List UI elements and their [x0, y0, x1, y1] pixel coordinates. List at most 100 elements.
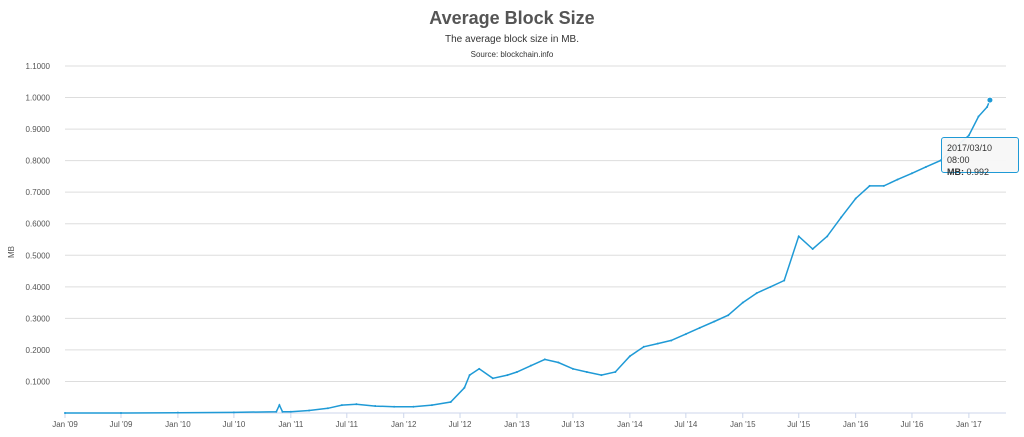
data-point[interactable] [308, 409, 311, 412]
tooltip-series-label: MB [947, 167, 961, 177]
x-tick-label: Jan '09 [52, 420, 78, 429]
data-point[interactable] [64, 412, 66, 414]
data-point[interactable] [506, 374, 509, 377]
data-point[interactable] [614, 370, 617, 373]
data-point[interactable] [910, 172, 913, 175]
data-point[interactable] [670, 339, 673, 342]
y-axis-ticks: 0.1000 0.2000 0.3000 0.4000 0.5000 0.6000 0.70… [26, 62, 51, 386]
data-point[interactable] [557, 361, 560, 364]
data-point[interactable] [491, 377, 494, 380]
hover-marker [986, 96, 994, 104]
data-point[interactable] [684, 333, 687, 336]
y-tick-label: 1.1000 [26, 62, 51, 71]
x-tick-label: Jul '11 [336, 420, 359, 429]
tooltip-value: 0.992 [966, 167, 990, 177]
tooltip: 2017/03/10 08:00 MB: 0.992 [941, 137, 1019, 177]
y-tick-label: 1.0000 [26, 94, 51, 103]
y-tick-label: 0.7000 [26, 188, 51, 197]
x-tick-label: Jan '11 [278, 420, 304, 429]
x-tick-label: Jan '16 [843, 420, 869, 429]
x-tick-label: Jul '09 [110, 420, 133, 429]
x-tick-label: Jan '14 [617, 420, 643, 429]
data-point[interactable] [119, 412, 122, 414]
x-tick-label: Jul '16 [901, 420, 924, 429]
series-line[interactable] [65, 99, 991, 414]
data-point[interactable] [232, 411, 235, 414]
data-point[interactable] [326, 407, 329, 410]
x-tick-label: Jul '12 [449, 420, 472, 429]
data-point[interactable] [275, 410, 278, 413]
data-point[interactable] [571, 367, 574, 370]
data-point[interactable] [811, 247, 814, 250]
data-point[interactable] [713, 320, 716, 323]
data-point[interactable] [769, 285, 772, 288]
data-point[interactable] [896, 178, 899, 181]
data-point[interactable] [698, 326, 701, 329]
data-point[interactable] [585, 370, 588, 373]
y-tick-label: 0.6000 [26, 220, 51, 229]
data-point[interactable] [783, 279, 786, 282]
y-tick-label: 0.2000 [26, 346, 51, 355]
data-point[interactable] [741, 301, 744, 304]
data-point[interactable] [868, 184, 871, 187]
data-point[interactable] [289, 410, 292, 413]
chart-title: Average Block Size [429, 8, 595, 28]
data-point[interactable] [393, 405, 396, 408]
data-point[interactable] [986, 106, 989, 109]
data-point[interactable] [355, 403, 358, 406]
data-point[interactable] [600, 374, 603, 377]
y-tick-label: 0.1000 [26, 377, 51, 386]
data-point[interactable] [176, 411, 179, 414]
data-point[interactable] [797, 235, 800, 238]
chart-subtitle: The average block size in MB. [445, 34, 579, 45]
tooltip-date: 2017/03/10 08:00 [947, 143, 993, 165]
x-tick-label: Jul '13 [561, 420, 584, 429]
data-point[interactable] [628, 355, 631, 358]
hover-point [986, 96, 994, 104]
x-tick-label: Jan '12 [391, 420, 417, 429]
data-point[interactable] [924, 165, 927, 168]
data-point[interactable] [468, 374, 471, 377]
data-point[interactable] [278, 404, 281, 407]
data-point[interactable] [543, 358, 546, 361]
x-tick-label: Jan '17 [956, 420, 982, 429]
data-point[interactable] [463, 386, 466, 389]
y-tick-label: 0.9000 [26, 125, 51, 134]
data-point[interactable] [529, 364, 532, 367]
x-tick-label: Jan '13 [504, 420, 530, 429]
data-point[interactable] [727, 314, 730, 317]
x-tick-label: Jul '10 [222, 420, 245, 429]
data-point[interactable] [412, 405, 415, 408]
grid-lines [65, 65, 1006, 414]
data-point[interactable] [642, 345, 645, 348]
data-point[interactable] [967, 134, 970, 137]
data-point[interactable] [854, 197, 857, 200]
tooltip-colon: : [961, 167, 964, 177]
x-tick-label: Jul '14 [674, 420, 697, 429]
x-tick-label: Jan '10 [165, 420, 191, 429]
x-tick-label: Jan '15 [730, 420, 756, 429]
data-point[interactable] [826, 235, 829, 238]
x-tick-label: Jul '15 [787, 420, 810, 429]
data-point[interactable] [281, 410, 284, 413]
data-point[interactable] [882, 184, 885, 187]
chart-source: Source: blockchain.info [470, 50, 554, 59]
y-tick-label: 0.8000 [26, 157, 51, 166]
data-point[interactable] [430, 404, 433, 407]
data-point[interactable] [340, 404, 343, 407]
data-point[interactable] [515, 370, 518, 373]
data-point[interactable] [939, 159, 942, 162]
y-tick-label: 0.5000 [26, 251, 51, 260]
data-point[interactable] [656, 342, 659, 345]
data-point[interactable] [977, 115, 980, 118]
data-point[interactable] [755, 292, 758, 295]
data-point[interactable] [478, 367, 481, 370]
data-point[interactable] [449, 400, 452, 403]
series-group[interactable] [64, 99, 991, 414]
tooltip-value-row: MB: 0.992 [947, 166, 1013, 178]
data-point[interactable] [374, 405, 377, 408]
data-point[interactable] [840, 216, 843, 219]
y-axis-label: MB [7, 246, 16, 258]
y-tick-label: 0.4000 [26, 283, 51, 292]
